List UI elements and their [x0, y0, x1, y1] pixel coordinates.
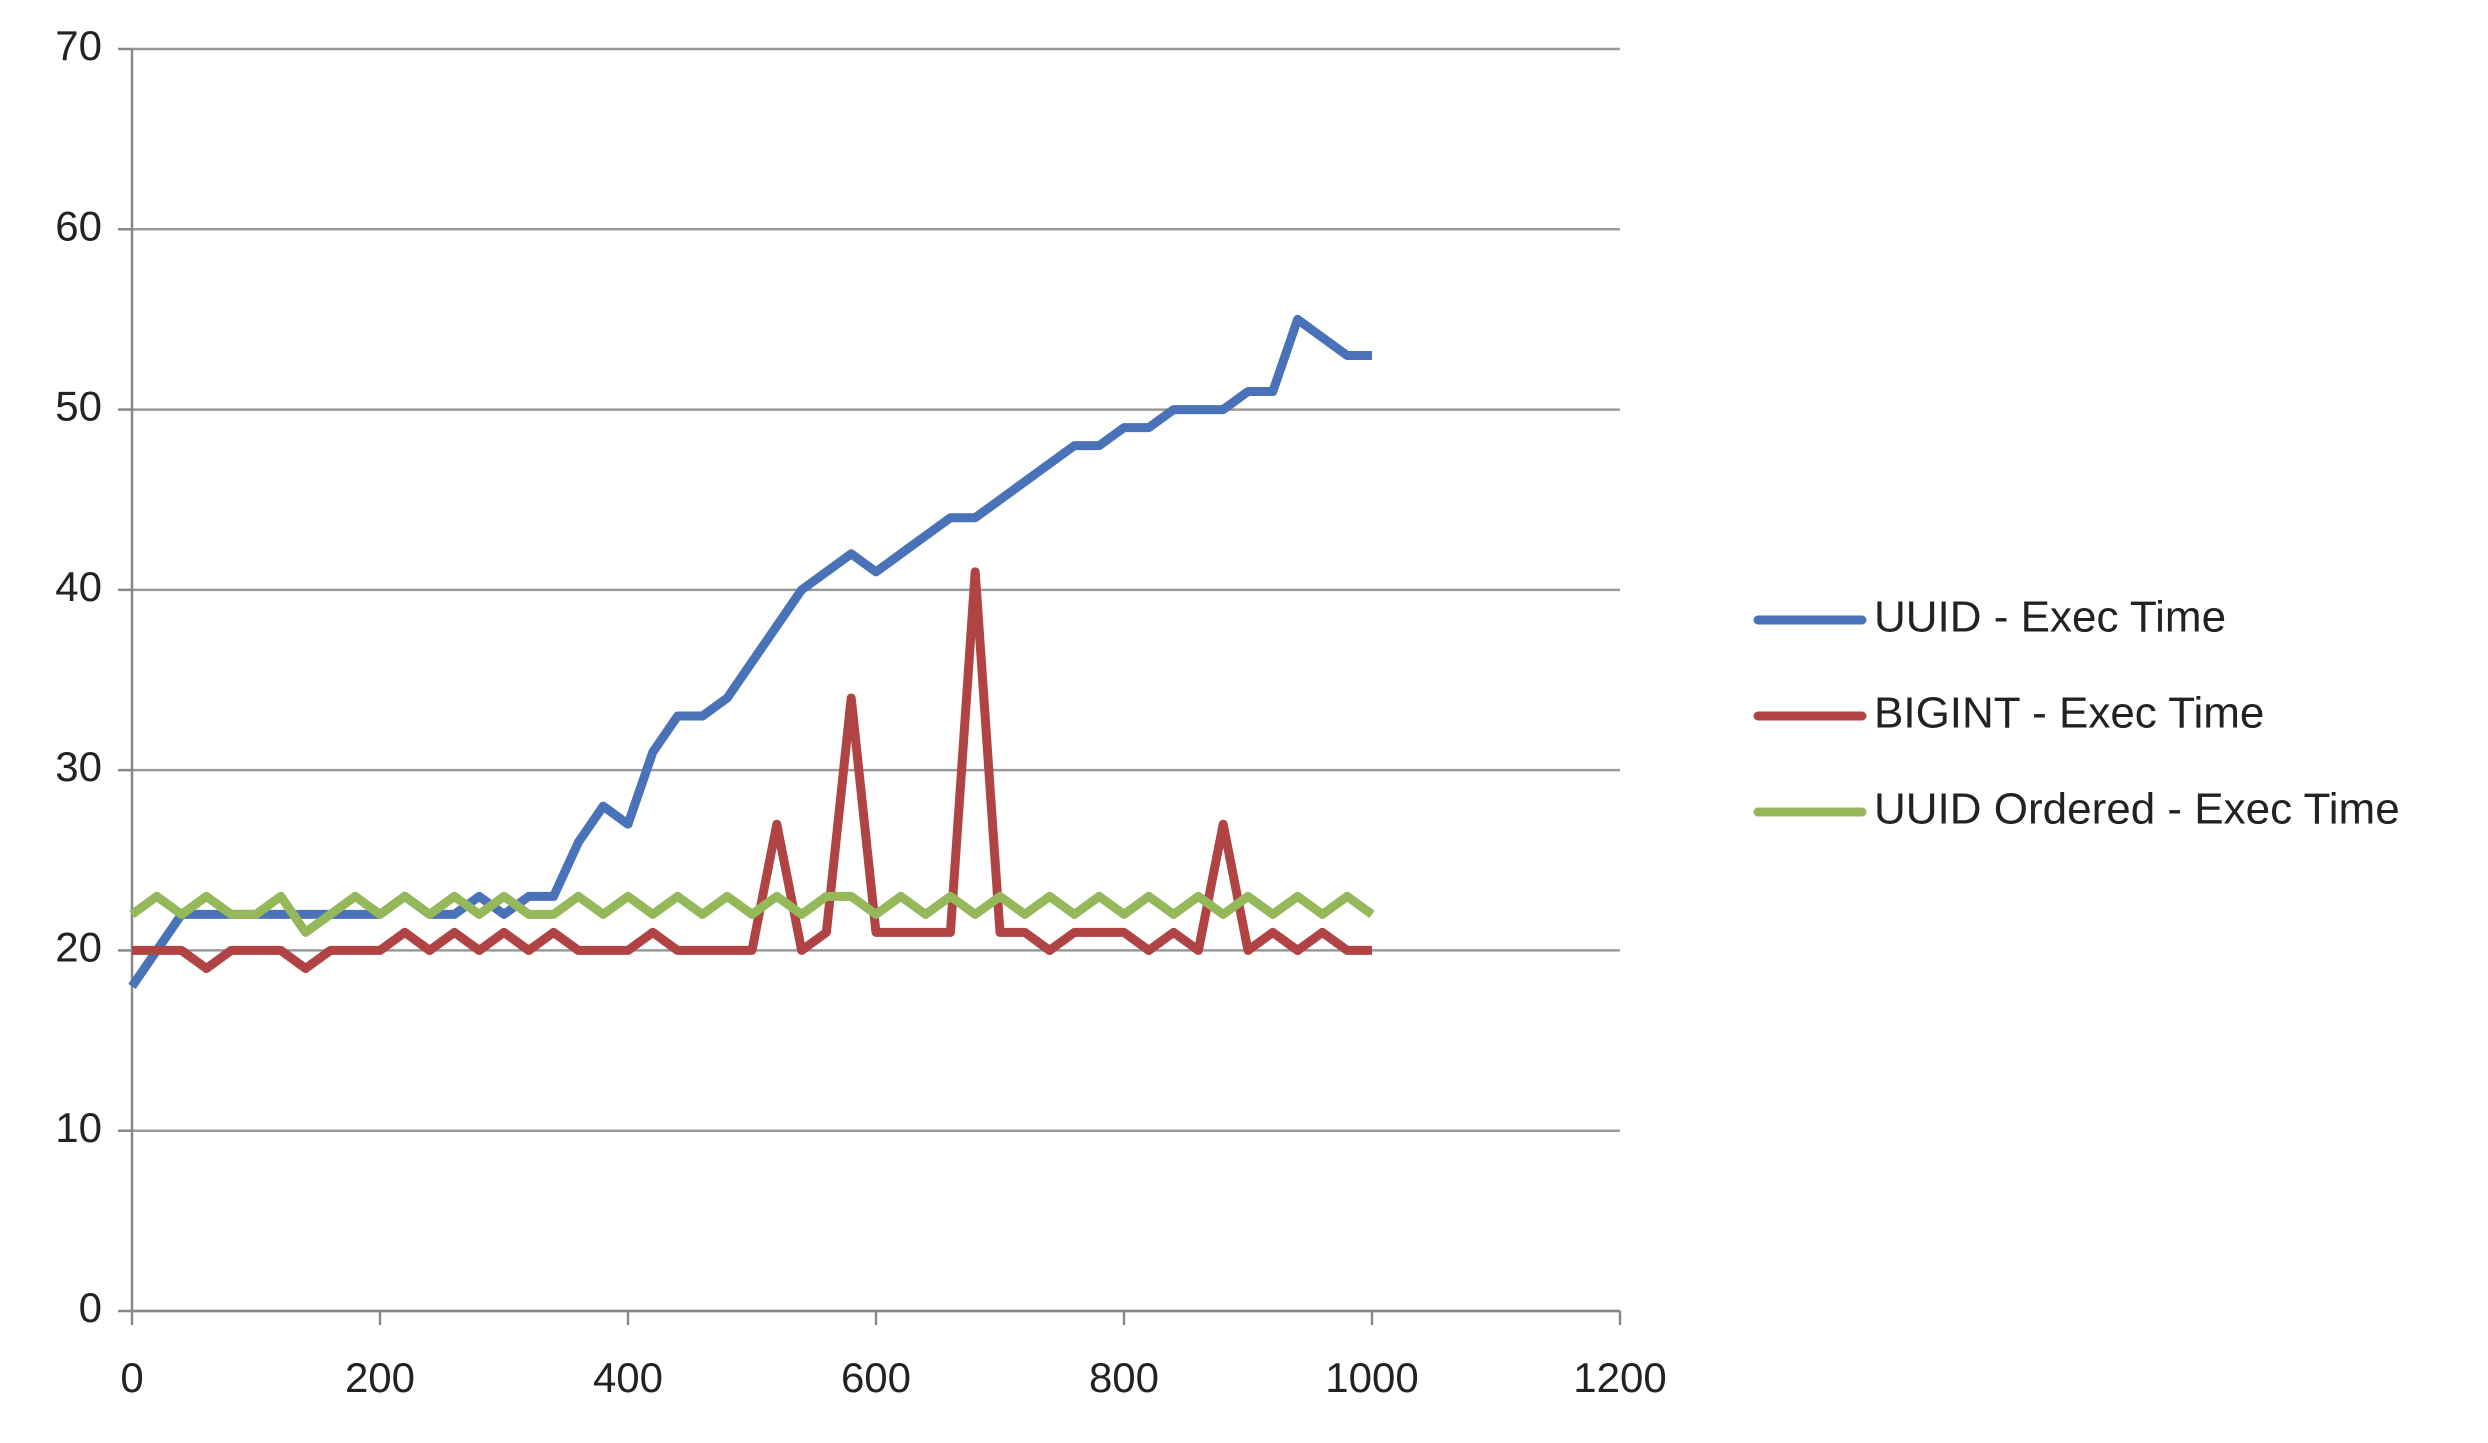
x-tick-label: 0 — [120, 1354, 143, 1401]
x-tick-label: 400 — [593, 1354, 663, 1401]
series-line — [129, 891, 1375, 937]
series-line — [132, 567, 1372, 973]
y-tick-label: 0 — [79, 1284, 102, 1331]
y-tick-label: 30 — [55, 743, 102, 790]
x-tick-label: 1200 — [1573, 1354, 1666, 1401]
y-tick-label: 40 — [55, 563, 102, 610]
y-tick-label: 50 — [55, 383, 102, 430]
x-tick-label: 1000 — [1325, 1354, 1418, 1401]
legend-label: UUID Ordered - Exec Time — [1874, 785, 2400, 834]
y-tick-label: 60 — [55, 202, 102, 249]
y-tick-label: 70 — [55, 22, 102, 69]
y-tick-label: 20 — [55, 924, 102, 971]
legend-label: BIGINT - Exec Time — [1874, 689, 2264, 738]
legend-label: UUID - Exec Time — [1874, 593, 2226, 642]
y-tick-label: 10 — [55, 1104, 102, 1151]
x-tick-label: 200 — [345, 1354, 415, 1401]
series-line — [128, 314, 1372, 990]
x-tick-label: 800 — [1089, 1354, 1159, 1401]
x-tick-label: 600 — [841, 1354, 911, 1401]
